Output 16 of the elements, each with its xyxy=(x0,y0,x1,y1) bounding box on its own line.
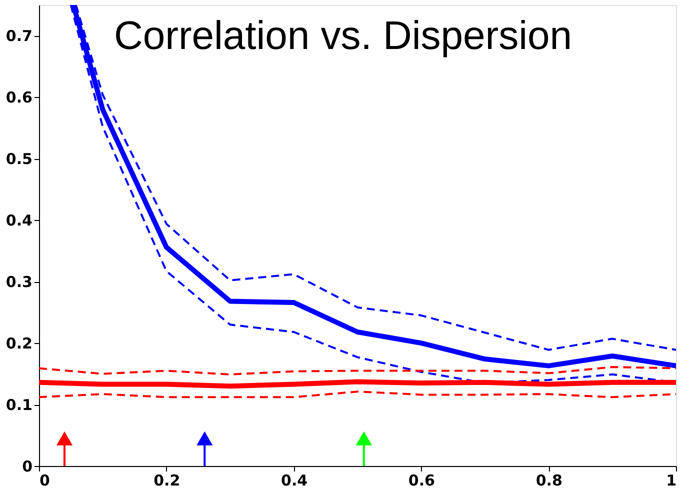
x-tick-label: 0 xyxy=(40,472,50,490)
y-tick-label: 0.3 xyxy=(6,273,32,292)
x-tick-label: 0.8 xyxy=(536,472,562,490)
x-tick-label: 0.6 xyxy=(408,472,435,490)
y-tick-label: 0 xyxy=(22,458,32,476)
x-tick-label: 0.4 xyxy=(281,472,308,490)
y-tick-label: 0.6 xyxy=(6,88,32,107)
y-tick-label: 0.4 xyxy=(6,212,32,230)
line-series xyxy=(39,366,676,376)
chart-title: Correlation vs. Dispersion xyxy=(114,14,572,58)
x-tick-label: 1 xyxy=(666,472,676,490)
y-tick-label: 0.1 xyxy=(6,396,32,414)
x-tick-label: 0.2 xyxy=(154,472,180,490)
y-tick-label: 0.2 xyxy=(6,334,32,353)
y-tick-label: 0.7 xyxy=(6,27,32,46)
y-tick-label: 0.5 xyxy=(6,150,32,168)
